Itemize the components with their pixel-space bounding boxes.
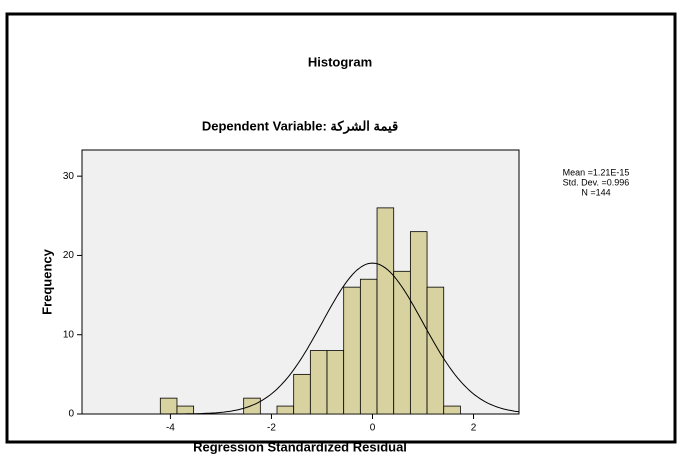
bar — [309, 350, 328, 415]
chart-title: Histogram — [308, 54, 372, 69]
bar — [426, 286, 445, 415]
chart-subtitle: Dependent Variable: قيمة الشركة — [202, 118, 398, 134]
y-axis-label: Frequency — [39, 248, 54, 315]
x-tick-label: 0 — [370, 423, 376, 434]
bar — [393, 270, 411, 415]
bar — [176, 405, 195, 415]
bar — [243, 397, 261, 415]
bar — [276, 405, 295, 415]
bar — [293, 373, 311, 415]
bar — [343, 286, 361, 415]
bar — [359, 278, 378, 415]
x-tick-label: -2 — [267, 423, 276, 434]
normal-curve — [82, 262, 520, 415]
y-tick-label: 0 — [68, 409, 74, 420]
x-tick-label: 2 — [471, 423, 477, 434]
bar — [326, 350, 345, 415]
bar — [409, 231, 428, 415]
bar — [376, 207, 395, 415]
y-tick-label: 10 — [63, 329, 75, 340]
stat-n: N =144 — [581, 187, 610, 197]
stat-mean: Mean =1.21E-15 — [563, 167, 630, 177]
plot-area — [81, 149, 520, 415]
bar — [159, 397, 178, 415]
x-axis-label: Regression Standardized Residual — [193, 439, 407, 454]
x-tick-label: -4 — [166, 423, 175, 434]
bar — [443, 405, 461, 415]
stat-std: Std. Dev. =0.996 — [563, 177, 630, 187]
y-tick-label: 30 — [63, 171, 75, 182]
y-tick-label: 20 — [63, 250, 75, 261]
